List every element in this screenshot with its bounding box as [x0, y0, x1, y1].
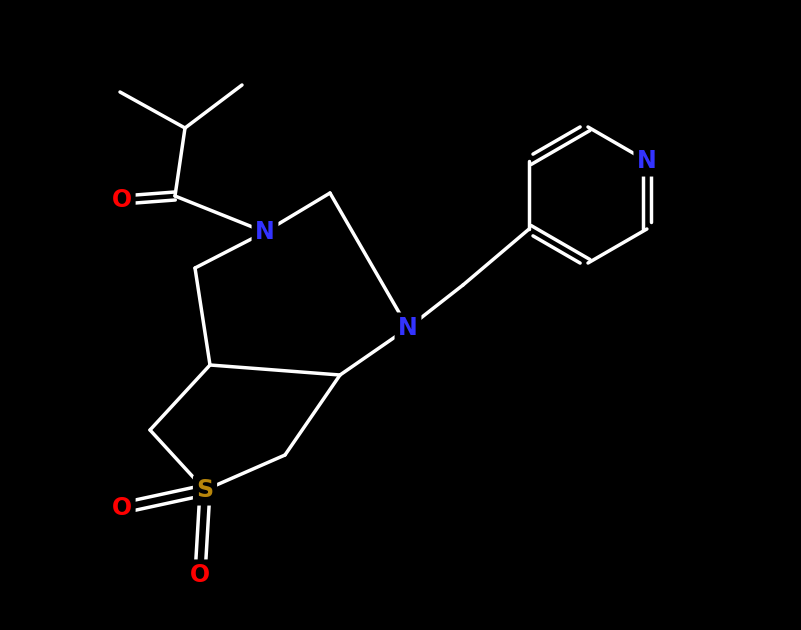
Text: O: O [112, 496, 132, 520]
Text: N: N [256, 220, 275, 244]
Text: S: S [196, 478, 214, 502]
Text: N: N [398, 316, 418, 340]
Text: N: N [637, 149, 657, 173]
Text: O: O [112, 188, 132, 212]
Text: O: O [190, 563, 210, 587]
